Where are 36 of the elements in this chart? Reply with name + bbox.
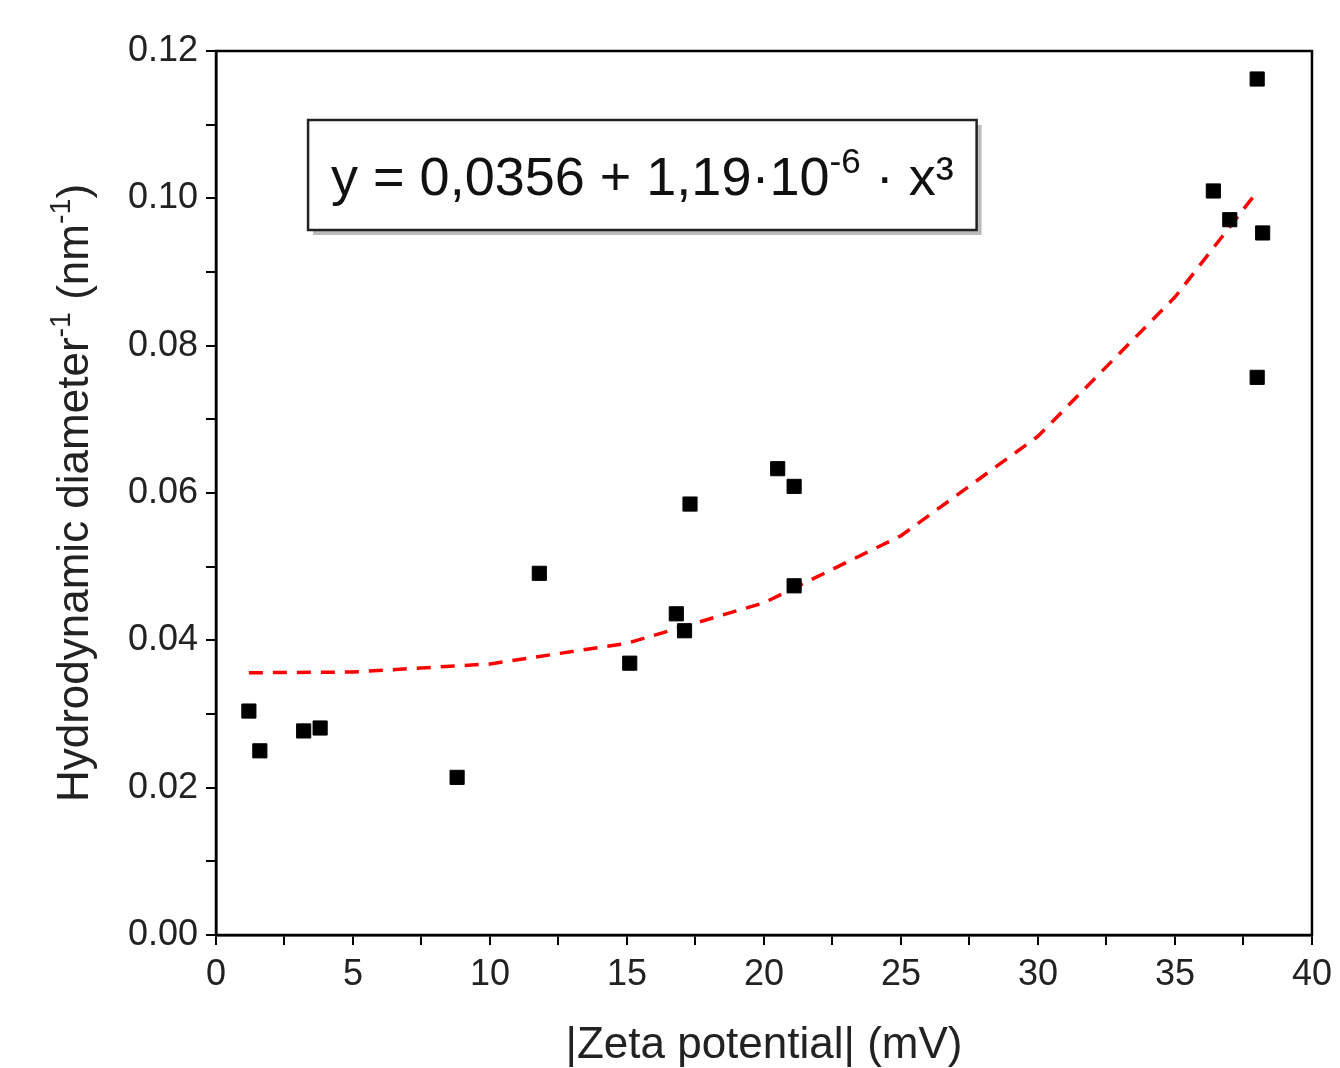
point: [682, 496, 698, 512]
point: [241, 703, 257, 719]
point: [312, 720, 328, 736]
y-tick-label: 0.00: [127, 911, 198, 953]
x-tick-label: 10: [469, 951, 511, 993]
point: [531, 565, 547, 581]
point: [1222, 212, 1238, 228]
x-tick-label: 30: [1017, 951, 1059, 993]
x-tick-label: 0: [205, 951, 227, 993]
point: [1249, 369, 1265, 385]
x-tick-label: 5: [342, 951, 364, 993]
y-tick-label: 0.10: [127, 175, 198, 217]
y-tick-label: 0.04: [127, 617, 198, 659]
point: [252, 743, 268, 759]
y-tick-label: 0.08: [127, 322, 198, 364]
y-axis-title: Hydrodynamic diameter-1 (nm-1): [44, 183, 97, 803]
point: [1255, 225, 1271, 241]
point: [1249, 71, 1265, 87]
x-tick-label: 15: [606, 951, 648, 993]
point: [676, 623, 693, 639]
point: [1205, 183, 1221, 199]
point: [786, 478, 802, 494]
point: [668, 606, 684, 622]
point: [786, 578, 802, 594]
point: [770, 461, 786, 477]
x-tick-label: 25: [880, 951, 922, 993]
x-tick-label: 20: [743, 951, 785, 993]
point: [296, 723, 312, 739]
y-tick-label: 0.06: [127, 469, 198, 511]
y-tick-label: 0.12: [127, 27, 198, 69]
x-tick-label: 35: [1154, 951, 1195, 993]
point: [622, 655, 638, 671]
y-tick-label: 0.02: [127, 764, 198, 806]
point: [449, 769, 465, 785]
x-tick-label: 40: [1291, 951, 1332, 993]
x-axis-title: |Zeta potential| (mV): [565, 1018, 963, 1067]
